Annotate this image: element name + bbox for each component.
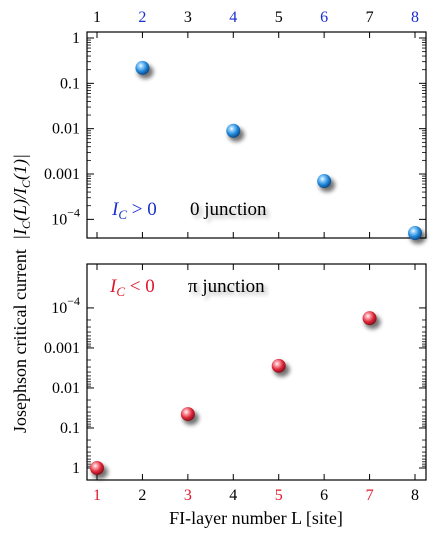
top-x-tick-labels: 1 2 3 4 5 6 7 8 bbox=[93, 9, 419, 26]
bottom-x-tick-label: 1 bbox=[93, 487, 101, 504]
x-axis-title: FI-layer number L [site] bbox=[169, 508, 343, 528]
bottom-data-point bbox=[180, 407, 195, 422]
bottom-y-tick-label: 0.001 bbox=[44, 340, 80, 357]
bottom-y-tick-label: 0.01 bbox=[52, 380, 80, 397]
top-x-tick-label: 3 bbox=[184, 9, 192, 26]
bottom-x-tick-label: 2 bbox=[138, 487, 146, 504]
top-data-points bbox=[135, 60, 426, 244]
top-x-tick-marks bbox=[96, 32, 416, 238]
top-annotation: IC > 0 0 junction 0 junction bbox=[111, 199, 270, 223]
bottom-annotation-label: π junction bbox=[188, 276, 265, 297]
top-panel-frame bbox=[86, 31, 427, 239]
bottom-annotation-sign: IC < 0 bbox=[109, 276, 155, 299]
bottom-annotation: IC < 0 π junction π junction bbox=[109, 276, 268, 300]
top-data-point bbox=[135, 60, 150, 75]
top-annotation-shadow: 0 junction bbox=[193, 202, 270, 223]
bottom-x-tick-label: 3 bbox=[184, 487, 192, 504]
top-annotation-label: 0 junction bbox=[190, 199, 267, 220]
bottom-y-tick-label: 1 bbox=[72, 460, 80, 477]
top-y-tick-label: 0.01 bbox=[52, 121, 80, 138]
bottom-x-tick-label: 6 bbox=[320, 487, 328, 504]
bottom-x-tick-label: 5 bbox=[275, 487, 283, 504]
bottom-y-tick-label: 10−4 bbox=[51, 294, 80, 317]
bottom-x-tick-labels: 1 2 3 4 5 6 7 8 bbox=[93, 487, 419, 504]
top-data-point bbox=[317, 174, 332, 189]
y-axis-title-text: Josephson critical current bbox=[10, 249, 30, 433]
top-data-point bbox=[408, 226, 422, 240]
bottom-y-tick-label: 0.1 bbox=[60, 420, 80, 437]
bottom-x-tick-label: 8 bbox=[411, 487, 419, 504]
top-x-tick-label: 1 bbox=[93, 9, 101, 26]
top-annotation-sign: IC > 0 bbox=[111, 199, 157, 222]
top-x-tick-label: 7 bbox=[366, 9, 374, 26]
top-y-tick-label: 10−4 bbox=[51, 205, 80, 228]
top-y-ticks: 1 0.1 0.01 0.001 10−4 bbox=[44, 30, 426, 228]
top-x-tick-label: 5 bbox=[275, 9, 283, 26]
bottom-x-tick-label: 4 bbox=[229, 487, 237, 504]
bottom-data-point bbox=[90, 461, 104, 475]
y-axis-title: Josephson critical current |IC(L)/IC(1)| bbox=[10, 154, 33, 433]
top-y-tick-label: 1 bbox=[72, 30, 80, 47]
top-x-tick-label: 8 bbox=[411, 9, 419, 26]
bottom-annotation-shadow: π junction bbox=[191, 279, 268, 300]
top-data-point bbox=[226, 123, 241, 138]
top-y-tick-label: 0.1 bbox=[60, 75, 80, 92]
top-x-tick-label: 4 bbox=[229, 9, 237, 26]
bottom-data-point bbox=[362, 311, 377, 326]
top-x-tick-label: 2 bbox=[138, 9, 146, 26]
bottom-y-ticks: 10−4 0.001 0.01 0.1 1 bbox=[44, 294, 426, 477]
top-x-tick-label: 6 bbox=[320, 9, 328, 26]
bottom-data-point bbox=[271, 358, 286, 373]
y-axis-title-math: |IC(L)/IC(1)| bbox=[10, 154, 33, 240]
bottom-x-tick-label: 7 bbox=[366, 487, 374, 504]
top-y-tick-label: 0.001 bbox=[44, 166, 80, 183]
bottom-data-points bbox=[90, 311, 381, 479]
